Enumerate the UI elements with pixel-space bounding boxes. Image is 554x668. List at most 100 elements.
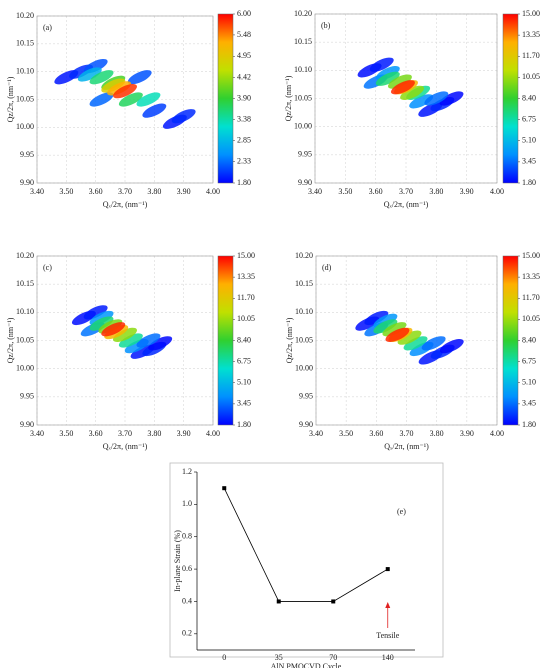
colorbar-label: 5.10 [237,378,251,387]
intensity-point [385,327,410,342]
plot-frame [315,255,498,426]
intensity-point [127,70,152,85]
intensity-point [101,322,126,337]
colorbar-label: 3.45 [522,399,536,408]
y-tick-label: 10.15 [294,37,312,46]
colorbar-label: 3.90 [237,93,251,102]
x-tick-label: 3.40 [30,429,44,438]
y-tick-label: 10.15 [16,279,34,288]
x-tick-label: 3.90 [177,187,191,196]
panel-label: (c) [43,263,52,272]
y-tick-label: 10.05 [16,335,34,344]
intensity-point [118,92,143,107]
colorbar-label: 1.80 [237,420,251,429]
x-tick-label: 3.90 [177,429,191,438]
intensity-point [113,327,137,342]
intensity-point [136,333,161,348]
y-tick-label: 10.20 [16,11,34,20]
annotation-arrowhead [385,602,391,608]
colorbar-label: 11.70 [237,293,255,302]
x-tick-label: 35 [275,653,283,662]
plot-frame [314,13,498,184]
colorbar-label: 3.38 [237,114,251,123]
x-tick-label: 3.80 [147,187,161,196]
x-tick-label: 3.80 [147,429,161,438]
y-tick-label: 10.00 [295,363,313,372]
colorbar-label: 1.80 [237,178,251,187]
y-axis-label: Qz/2π, (nm⁻¹) [6,317,15,363]
plot-frame [36,15,214,184]
marker [331,599,336,604]
intensity-point [364,310,389,326]
intensity-point [118,333,143,348]
y-tick-label: 10.05 [294,93,312,102]
y-tick-label: 10.10 [16,307,34,316]
x-tick-label: 70 [329,653,337,662]
intensity-point [148,336,173,351]
colorbar-label: 10.05 [237,314,255,323]
annotation: Tensile [376,631,399,640]
intensity-point [409,94,434,109]
intensity-point [89,70,114,85]
intensity-point [421,336,446,351]
y-tick-label: 10.20 [295,251,313,260]
x-tick-label: 3.90 [460,429,474,438]
intensity-point [369,57,394,72]
x-axis-label: Qₓ/2π, (nm⁻¹) [103,200,148,209]
marker [222,486,227,491]
y-tick-label: 9.95 [299,392,313,401]
x-tick-label: 3.50 [59,429,73,438]
intensity-point [136,92,161,107]
intensity-point [382,322,407,337]
colorbar-label: 15.00 [237,251,255,260]
strain-line [223,488,388,602]
y-tick-label: 10.05 [295,335,313,344]
colorbar-label: 3.45 [237,399,251,408]
colorbar-label: 10.05 [522,72,540,81]
colorbar-label: 2.85 [237,136,251,145]
x-tick-label: 3.50 [339,429,353,438]
x-tick-label: 3.80 [429,187,443,196]
intensity-point [83,305,108,320]
y-tick-label: 9.95 [20,150,34,159]
x-tick-label: 3.70 [118,429,132,438]
x-tick-label: 3.60 [369,429,383,438]
intensity-point [101,78,126,93]
y-tick-label: 0.6 [182,564,192,573]
y-axis-label: Qz/2π, (nm⁻¹) [284,75,293,121]
panel-label: (a) [43,23,52,32]
colorbar-label: 6.75 [522,114,536,123]
colorbar-label: 3.45 [522,157,536,166]
x-tick-label: 3.40 [309,429,323,438]
intensity-point [113,84,137,99]
colorbar-label: 1.80 [522,178,536,187]
colorbar-label: 8.40 [522,93,536,102]
intensity-point [387,74,412,89]
intensity-point [89,92,114,107]
colorbar-label: 8.40 [237,335,251,344]
x-tick-label: 4.00 [206,187,220,196]
intensity-point [403,336,428,351]
intensity-point [424,91,449,106]
intensity-point [77,67,102,82]
y-tick-label: 10.15 [16,39,34,48]
colorbar [502,13,519,184]
panel-label: (e) [397,507,406,516]
y-tick-label: 9.95 [20,392,34,401]
x-axis-label: Qₓ/2π, (nm⁻¹) [384,200,429,209]
colorbar-label: 2.33 [237,157,251,166]
y-tick-label: 9.90 [20,178,34,187]
y-tick-label: 10.10 [294,65,312,74]
colorbar [217,13,234,184]
colorbar-label: 6.75 [237,356,251,365]
colorbar-label: 8.40 [522,335,536,344]
y-tick-label: 0.4 [182,596,192,605]
y-axis-label: Qz/2π, (nm⁻¹) [285,317,294,363]
x-tick-label: 3.40 [308,187,322,196]
x-tick-label: 3.70 [400,429,414,438]
colorbar-label: 6.00 [237,9,251,18]
x-axis-label: AlN PMOCVD Cycle [271,662,342,668]
y-tick-label: 1.2 [182,467,192,476]
x-tick-label: 4.00 [490,187,504,196]
